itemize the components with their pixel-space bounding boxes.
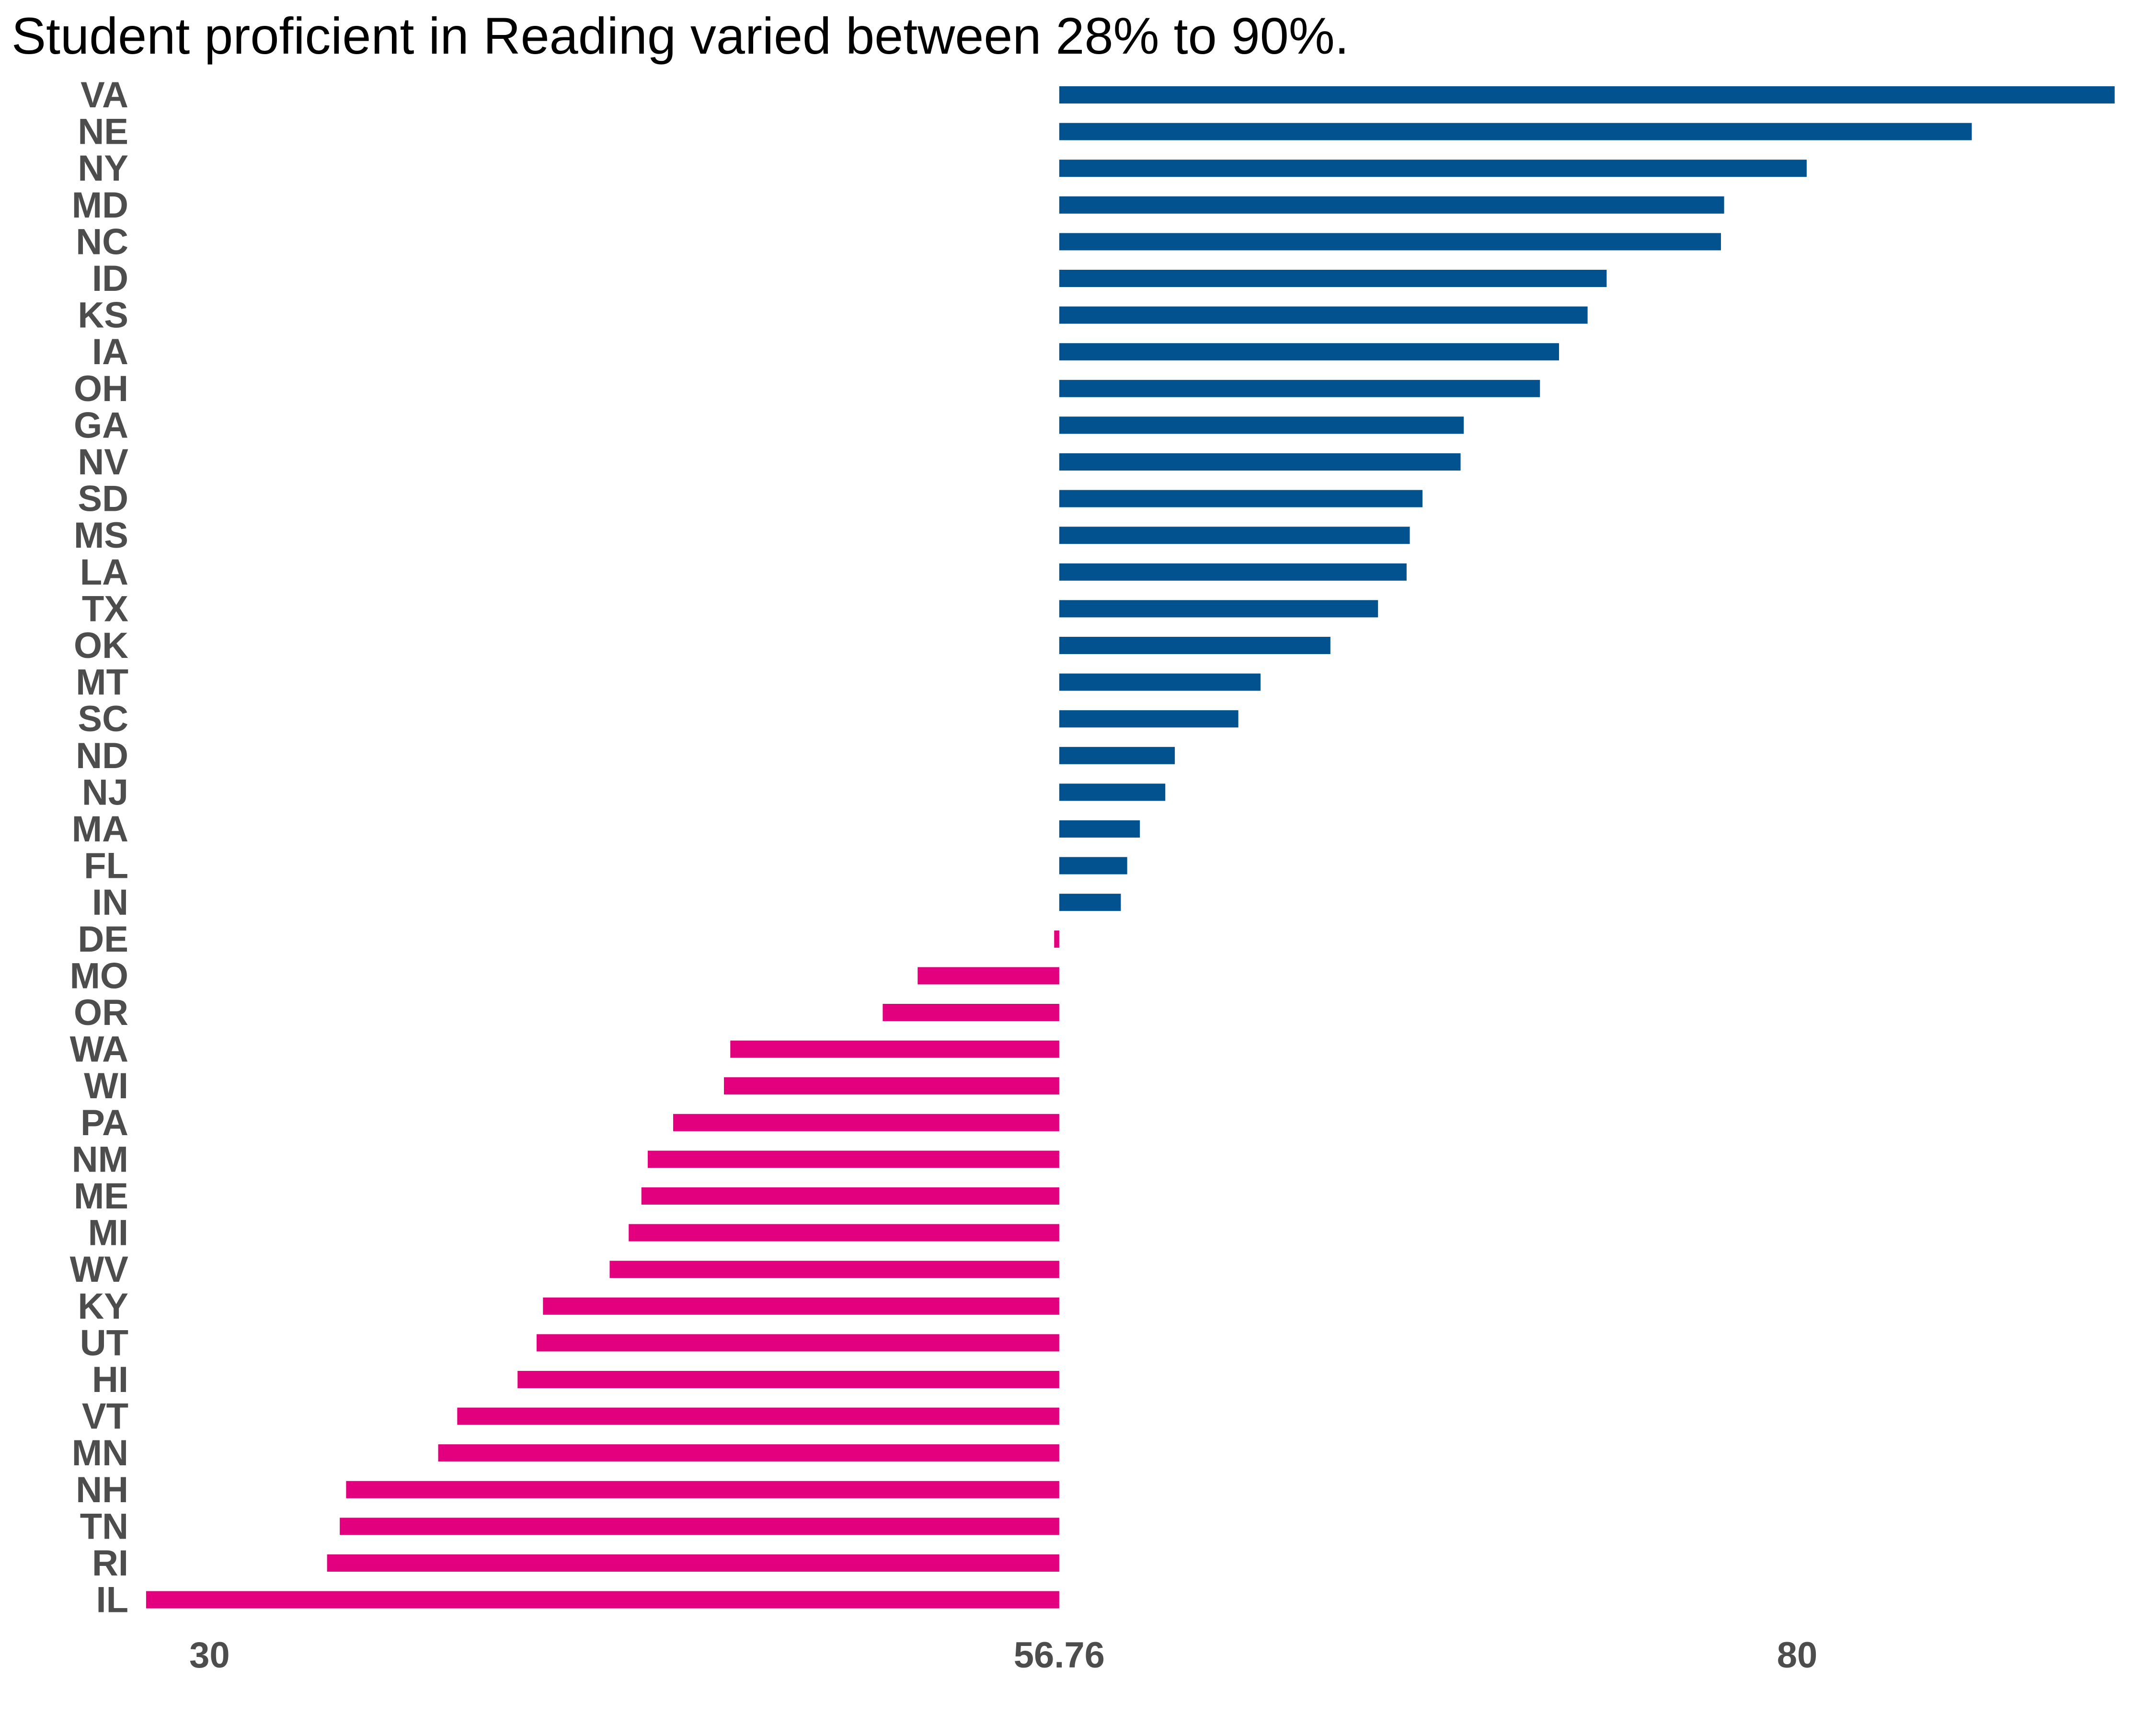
bar-ny <box>1059 160 1807 177</box>
category-label-ut: UT <box>80 1322 128 1363</box>
bar-ne <box>1059 123 1972 140</box>
bar-wi <box>724 1077 1059 1095</box>
category-label-fl: FL <box>84 846 128 886</box>
category-label-ne: NE <box>78 112 128 152</box>
category-label-nc: NC <box>76 221 128 262</box>
category-label-md: MD <box>72 185 128 226</box>
category-label-pa: PA <box>80 1103 128 1143</box>
bar-nh <box>346 1481 1059 1498</box>
bar-de <box>1054 930 1059 948</box>
bar-va <box>1059 86 2115 104</box>
bar-fl <box>1059 857 1127 874</box>
category-label-ny: NY <box>78 148 128 189</box>
category-label-de: DE <box>78 919 128 960</box>
bar-in <box>1059 894 1121 911</box>
category-label-nd: ND <box>76 736 128 776</box>
category-label-nv: NV <box>78 442 128 483</box>
category-label-wi: WI <box>84 1066 128 1106</box>
category-label-ky: KY <box>78 1286 128 1327</box>
bar-nd <box>1059 747 1175 764</box>
bar-sc <box>1059 710 1239 728</box>
bar-ky <box>543 1297 1059 1315</box>
bar-tn <box>340 1518 1059 1535</box>
bar-wa <box>730 1040 1059 1058</box>
category-label-sc: SC <box>78 699 128 739</box>
category-label-mi: MI <box>88 1213 128 1254</box>
bar-ok <box>1059 637 1330 654</box>
bar-oh <box>1059 380 1540 397</box>
category-label-nm: NM <box>72 1139 128 1180</box>
bar-ut <box>537 1334 1059 1352</box>
bar-sd <box>1059 490 1423 507</box>
category-label-ok: OK <box>74 625 128 666</box>
category-label-id: ID <box>92 258 128 299</box>
category-label-sd: SD <box>78 479 128 519</box>
x-tick-label: 30 <box>189 1635 230 1676</box>
category-label-nj: NJ <box>82 772 128 813</box>
bar-hi <box>517 1371 1059 1388</box>
x-tick-label: 56.76 <box>1014 1635 1105 1676</box>
category-label-va: VA <box>80 75 128 115</box>
category-label-wv: WV <box>70 1249 129 1290</box>
category-label-la: LA <box>80 552 128 593</box>
bar-me <box>641 1187 1059 1205</box>
bar-nm <box>647 1150 1059 1168</box>
bar-nc <box>1059 233 1721 251</box>
x-tick-labels-group: 30 56.76 80 <box>189 1635 1817 1676</box>
category-label-tx: TX <box>82 588 128 629</box>
bar-pa <box>673 1114 1059 1131</box>
bar-ms <box>1059 527 1410 544</box>
category-label-mt: MT <box>76 662 128 703</box>
bar-mn <box>438 1444 1059 1462</box>
category-label-nh: NH <box>76 1470 128 1510</box>
bar-wv <box>609 1261 1059 1278</box>
category-label-hi: HI <box>92 1359 128 1400</box>
bar-tx <box>1059 600 1378 618</box>
bar-mt <box>1059 673 1261 691</box>
bar-id <box>1059 270 1607 287</box>
bar-ma <box>1059 820 1140 838</box>
category-label-vt: VT <box>82 1396 128 1437</box>
bar-or <box>883 1004 1059 1021</box>
bars-group <box>146 86 2115 1609</box>
category-label-wa: WA <box>70 1029 128 1070</box>
category-label-mo: MO <box>70 955 128 996</box>
bar-la <box>1059 563 1407 581</box>
bar-mi <box>629 1224 1059 1242</box>
category-label-ia: IA <box>92 332 128 372</box>
category-label-ks: KS <box>78 295 128 336</box>
bar-nj <box>1059 783 1166 801</box>
bar-nv <box>1059 453 1461 471</box>
bar-ga <box>1059 416 1464 434</box>
category-label-me: ME <box>74 1176 128 1217</box>
category-label-il: IL <box>96 1580 128 1621</box>
bar-ks <box>1059 306 1588 324</box>
category-label-ms: MS <box>74 515 128 556</box>
category-label-ri: RI <box>92 1543 128 1584</box>
category-label-tn: TN <box>80 1506 128 1547</box>
category-label-or: OR <box>74 992 128 1033</box>
category-label-in: IN <box>92 882 128 923</box>
category-label-oh: OH <box>74 368 128 409</box>
category-label-mn: MN <box>72 1433 128 1473</box>
bar-mo <box>917 967 1059 985</box>
bar-md <box>1059 196 1724 214</box>
bar-vt <box>457 1407 1059 1425</box>
chart-title: Student proficient in Reading varied bet… <box>11 7 1349 65</box>
bar-ri <box>327 1554 1059 1572</box>
bar-ia <box>1059 343 1559 361</box>
category-label-ga: GA <box>74 405 128 446</box>
x-tick-label: 80 <box>1777 1635 1818 1676</box>
category-label-ma: MA <box>72 809 128 850</box>
bar-il <box>146 1591 1059 1609</box>
category-labels-group: VANENYMDNCIDKSIAOHGANVSDMSLATXOKMTSCNDNJ… <box>70 75 129 1621</box>
